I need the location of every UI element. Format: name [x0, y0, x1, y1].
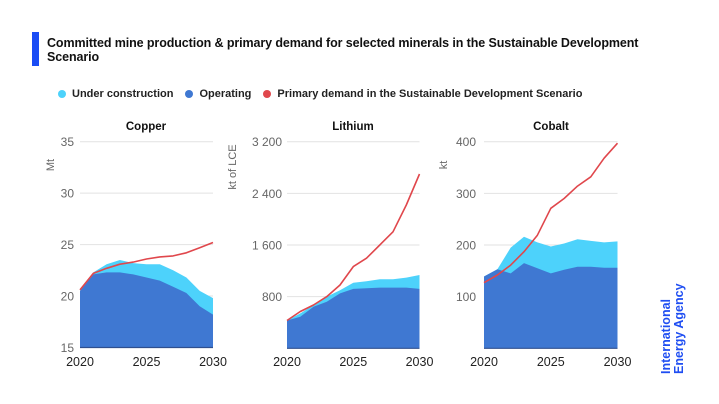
x-tick-label: 2025: [339, 355, 367, 369]
y-tick-label: 2 400: [252, 187, 282, 201]
legend-item-under-construction: Under construction: [58, 88, 173, 100]
y-tick-label: 200: [456, 239, 476, 253]
y-tick-label: 1 600: [252, 239, 282, 253]
x-tick-label: 2030: [604, 355, 632, 369]
x-tick-label: 2030: [199, 355, 227, 369]
y-axis-label-copper: Mt: [45, 159, 57, 171]
legend-label-under-construction: Under construction: [72, 88, 174, 100]
x-tick-label: 2030: [406, 355, 434, 369]
legend-item-operating: Operating: [185, 88, 251, 100]
panel-title-lithium: Lithium: [332, 121, 374, 133]
panel-title-copper: Copper: [126, 121, 167, 133]
panel-title-cobalt: Cobalt: [533, 121, 569, 133]
chart-title: Committed mine production & primary dema…: [47, 36, 639, 64]
x-tick-label: 2025: [537, 355, 565, 369]
y-tick-label: 300: [456, 187, 476, 201]
title-accent-bar: [32, 32, 39, 66]
panel-lithium: Lithium 800 1 600 2 400 3 200 kt of LCE 2020 20…: [227, 121, 433, 369]
y-tick-label: 25: [61, 238, 75, 252]
y-tick-label: 35: [61, 135, 75, 149]
y-tick-label: 3 200: [252, 135, 282, 149]
legend-dot-operating: [185, 90, 194, 98]
y-tick-label: 100: [456, 290, 476, 304]
iea-logo-line2: Energy Agency: [672, 283, 686, 374]
area-operating-copper: [80, 272, 213, 348]
legend-dot-primary-demand: [263, 90, 272, 98]
line-primary-demand-cobalt: [483, 142, 619, 284]
area-operating-cobalt: [484, 263, 618, 349]
line-primary-demand-copper: [79, 241, 214, 291]
area-operating-lithium: [287, 287, 420, 349]
iea-logo-text: International Energy Agency: [659, 283, 686, 374]
legend-dot-under-construction: [58, 90, 66, 98]
iea-logo: International Energy Agency: [659, 283, 694, 374]
y-axis-label-cobalt: kt: [438, 161, 450, 170]
x-tick-label: 2020: [66, 355, 94, 369]
y-tick-label: 400: [456, 135, 476, 149]
x-tick-label: 2020: [273, 355, 301, 369]
legend: Under construction Operating Primary dem…: [58, 88, 594, 100]
x-tick-label: 2020: [470, 355, 498, 369]
y-tick-label: 30: [61, 187, 75, 201]
y-tick-label: 20: [61, 290, 75, 304]
legend-item-primary-demand: Primary demand in the Sustainable Develo…: [263, 88, 582, 100]
y-tick-label: 15: [61, 341, 75, 355]
legend-label-primary-demand: Primary demand in the Sustainable Develo…: [277, 88, 583, 100]
y-axis-label-lithium: kt of LCE: [227, 144, 239, 189]
panel-cobalt: Cobalt 100 200 300 400 kt 2020 2025 2030: [438, 121, 631, 369]
x-tick-label: 2025: [133, 355, 161, 369]
y-tick-label: 800: [262, 290, 282, 304]
legend-label-operating: Operating: [199, 88, 252, 100]
line-primary-demand-lithium: [286, 173, 421, 322]
